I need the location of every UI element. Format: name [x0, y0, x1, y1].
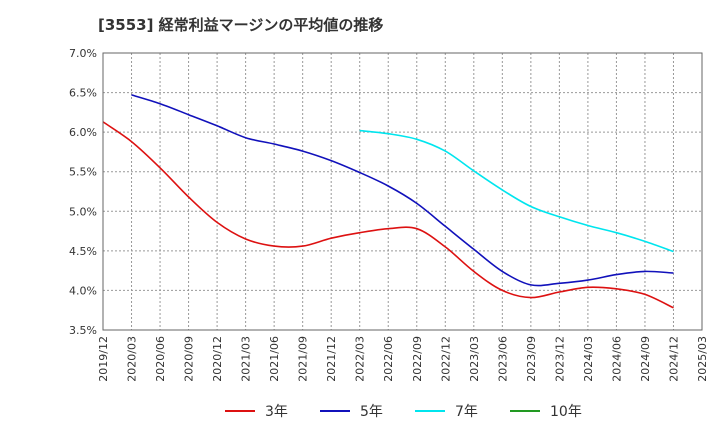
x-tick-label: 2025/03 [696, 336, 709, 382]
series-line-3 [359, 129, 674, 253]
legend-label: 5年 [360, 404, 383, 420]
chart-title: [3553] 経常利益マージンの平均値の推移 [98, 16, 384, 34]
x-tick-label: 2021/03 [240, 336, 253, 382]
x-tick-label: 2023/12 [553, 336, 566, 382]
x-tick-label: 2022/09 [411, 336, 424, 382]
series-line-2 [131, 94, 674, 287]
x-tick-label: 2023/09 [525, 336, 538, 382]
x-tick-label: 2024/12 [667, 336, 680, 382]
x-tick-label: 2024/03 [582, 336, 595, 382]
legend-label: 3年 [265, 404, 288, 420]
y-tick-label: 7.0% [69, 47, 97, 60]
legend: 3年 5年 7年 10年 [225, 404, 582, 420]
y-tick-label: 4.5% [69, 245, 97, 258]
x-tick-label: 2020/03 [126, 336, 139, 382]
x-tick-label: 2022/06 [382, 336, 395, 382]
x-tick-label: 2023/06 [496, 336, 509, 382]
x-tick-label: 2024/06 [610, 336, 623, 382]
x-tick-label: 2022/12 [439, 336, 452, 382]
y-tick-label: 5.5% [69, 166, 97, 179]
y-tick-label: 3.5% [69, 324, 97, 337]
y-tick-label: 4.0% [69, 284, 97, 297]
x-tick-label: 2021/12 [325, 336, 338, 382]
x-tick-label: 2022/03 [354, 336, 367, 382]
x-tick-label: 2023/03 [468, 336, 481, 382]
y-tick-label: 5.0% [69, 205, 97, 218]
x-tick-label: 2020/12 [211, 336, 224, 382]
x-tick-label: 2020/09 [183, 336, 196, 382]
series-layer [102, 94, 674, 309]
x-tick-label: 2024/09 [639, 336, 652, 382]
x-tick-label: 2021/09 [297, 336, 310, 382]
y-tick-label: 6.5% [69, 87, 97, 100]
x-tick-label: 2020/06 [154, 336, 167, 382]
x-tick-label: 2019/12 [97, 336, 110, 382]
series-line-1 [102, 121, 674, 309]
legend-label: 7年 [455, 404, 478, 420]
legend-label: 10年 [550, 404, 582, 420]
y-tick-label: 6.0% [69, 126, 97, 139]
plot-frame [102, 52, 703, 331]
axis-layer: 3.5% 4.0% 4.5% 5.0% 5.5% 6.0% 6.5% 7.0% 2019/12 2… [69, 47, 709, 382]
x-tick-label: 2021/06 [268, 336, 281, 382]
